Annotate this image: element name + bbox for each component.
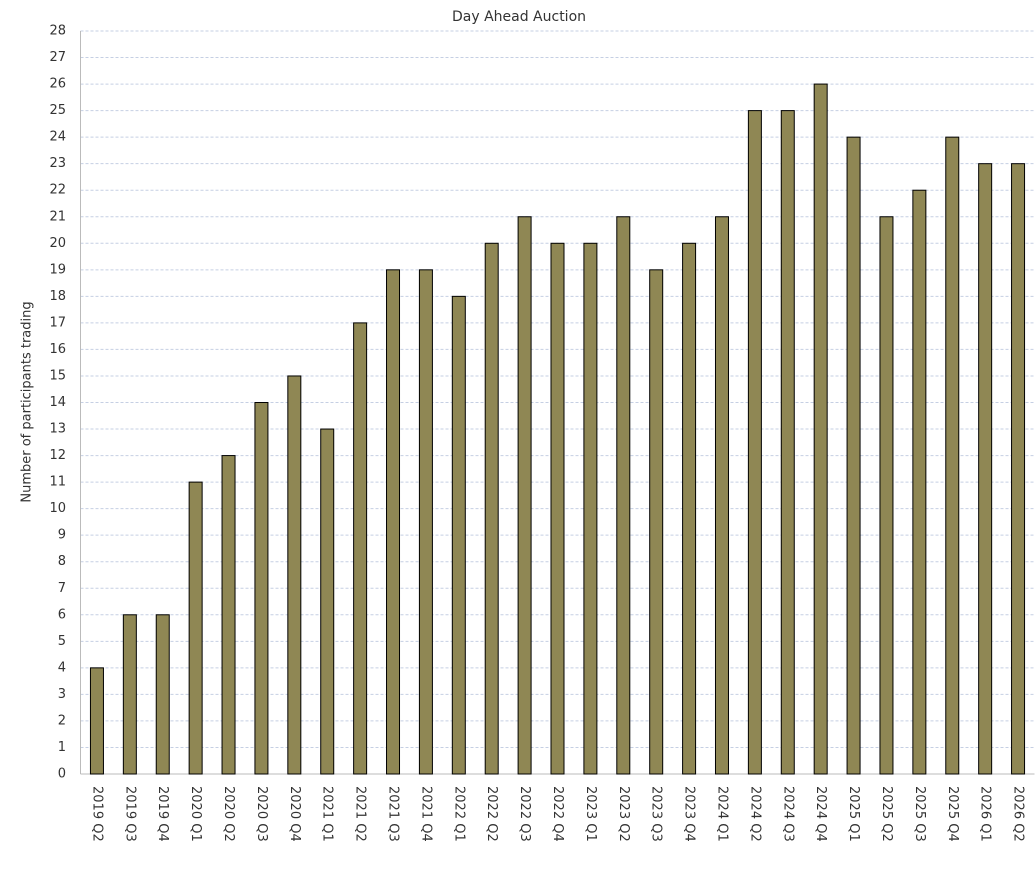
- y-tick-label: 18: [49, 289, 66, 304]
- bar: [386, 269, 401, 775]
- x-tick-label: 2020 Q1: [188, 786, 203, 842]
- y-tick-label: 1: [58, 740, 66, 755]
- bar: [747, 110, 762, 775]
- x-tick-label: 2025 Q4: [945, 786, 960, 842]
- y-axis-label: Number of participants trading: [20, 301, 35, 502]
- y-tick-label: 19: [49, 262, 66, 277]
- y-tick-label: 9: [58, 528, 66, 543]
- y-tick-label: 4: [58, 660, 66, 675]
- x-tick-label: 2021 Q4: [418, 786, 433, 842]
- bar: [912, 189, 927, 775]
- y-tick-label: 26: [49, 77, 66, 92]
- bar: [649, 269, 664, 775]
- y-tick-label: 22: [49, 183, 66, 198]
- y-tick-label: 0: [58, 767, 66, 782]
- y-tick-label: 2: [58, 713, 66, 728]
- y-tick-label: 5: [58, 634, 66, 649]
- x-tick-label: 2019 Q3: [122, 786, 137, 842]
- y-tick-label: 8: [58, 554, 66, 569]
- x-tick-label: 2026 Q1: [978, 786, 993, 842]
- bar: [254, 402, 269, 775]
- y-tick-label: 16: [49, 342, 66, 357]
- y-tick-label: 23: [49, 156, 66, 171]
- x-tick-label: 2023 Q3: [649, 786, 664, 842]
- x-tick-label: 2024 Q1: [714, 786, 729, 842]
- bar: [188, 481, 203, 775]
- bar: [780, 110, 795, 775]
- y-tick-label: 27: [49, 50, 66, 65]
- x-tick-label: 2022 Q3: [517, 786, 532, 842]
- y-tick-label: 28: [49, 24, 66, 39]
- bar: [945, 136, 960, 775]
- bar: [89, 667, 104, 775]
- y-tick-label: 12: [49, 448, 66, 463]
- x-tick-label: 2024 Q3: [780, 786, 795, 842]
- x-tick-label: 2026 Q2: [1011, 786, 1026, 842]
- x-tick-label: 2025 Q1: [846, 786, 861, 842]
- y-tick-label: 15: [49, 368, 66, 383]
- x-tick-label: 2023 Q2: [616, 786, 631, 842]
- x-tick-label: 2021 Q1: [320, 786, 335, 842]
- x-tick-label: 2019 Q4: [155, 786, 170, 842]
- x-tick-label: 2022 Q4: [550, 786, 565, 842]
- x-tick-label: 2024 Q2: [747, 786, 762, 842]
- x-tick-label: 2020 Q2: [221, 786, 236, 842]
- bar: [155, 614, 170, 775]
- bar: [484, 242, 499, 775]
- x-tick-label: 2019 Q2: [89, 786, 104, 842]
- y-tick-label: 10: [49, 501, 66, 516]
- y-tick-label: 20: [49, 236, 66, 251]
- bar: [1011, 163, 1026, 775]
- bar: [846, 136, 861, 775]
- y-tick-label: 3: [58, 687, 66, 702]
- y-tick-label: 25: [49, 103, 66, 118]
- y-tick-label: 24: [49, 130, 66, 145]
- x-tick-label: 2025 Q3: [912, 786, 927, 842]
- bar: [287, 375, 302, 775]
- bar: [353, 322, 368, 775]
- bar: [583, 242, 598, 775]
- bar: [517, 216, 532, 775]
- x-tick-label: 2022 Q2: [484, 786, 499, 842]
- bar: [813, 83, 828, 775]
- y-tick-label: 14: [49, 395, 66, 410]
- x-tick-label: 2025 Q2: [879, 786, 894, 842]
- x-tick-label: 2023 Q1: [583, 786, 598, 842]
- bar: [682, 242, 697, 775]
- bar: [978, 163, 993, 775]
- x-tick-label: 2024 Q4: [813, 786, 828, 842]
- bar: [879, 216, 894, 775]
- bar: [616, 216, 631, 775]
- bar: [451, 295, 466, 775]
- x-tick-label: 2022 Q1: [451, 786, 466, 842]
- x-tick-label: 2020 Q3: [254, 786, 269, 842]
- bar: [320, 428, 335, 775]
- bar: [714, 216, 729, 775]
- y-tick-label: 6: [58, 607, 66, 622]
- y-tick-label: 7: [58, 581, 66, 596]
- x-tick-label: 2020 Q4: [287, 786, 302, 842]
- x-tick-label: 2021 Q2: [353, 786, 368, 842]
- y-tick-label: 17: [49, 315, 66, 330]
- y-tick-label: 13: [49, 422, 66, 437]
- x-tick-label: 2021 Q3: [386, 786, 401, 842]
- chart-title: Day Ahead Auction: [452, 9, 586, 25]
- y-tick-label: 11: [49, 475, 66, 490]
- bar: [221, 455, 236, 775]
- bar: [418, 269, 433, 775]
- x-tick-label: 2023 Q4: [682, 786, 697, 842]
- bar: [550, 242, 565, 775]
- bar: [122, 614, 137, 775]
- y-tick-label: 21: [49, 209, 66, 224]
